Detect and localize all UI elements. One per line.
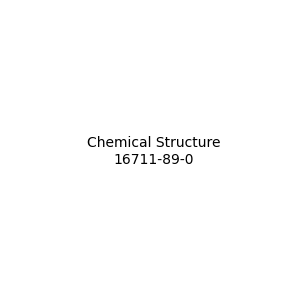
Text: Chemical Structure
16711-89-0: Chemical Structure 16711-89-0 bbox=[87, 136, 220, 166]
